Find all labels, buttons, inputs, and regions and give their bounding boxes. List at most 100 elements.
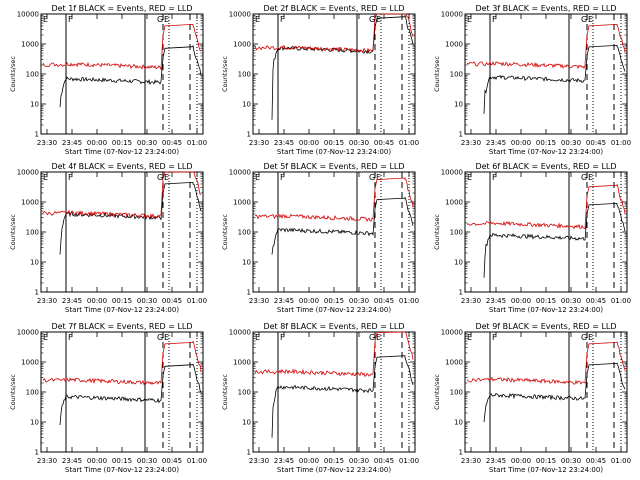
x-tick-label: 23:30: [461, 297, 481, 305]
y-tick-label: 1000: [21, 359, 39, 367]
y-tick-label: 100: [450, 229, 463, 237]
y-axis-label: Counts/sec: [433, 374, 441, 410]
series-events-black: [271, 355, 414, 438]
panel-title: Det 2f BLACK = Events, RED = LLD: [263, 4, 404, 13]
x-axis-label: Start Time (07-Nov-12 23:24:00): [489, 466, 603, 474]
y-tick-label: 10: [242, 101, 251, 109]
panel-2: Det 2f BLACK = Events, RED = LLD 1 10 100 10…: [221, 4, 419, 156]
x-tick-label: 23:45: [486, 139, 506, 147]
panel-title: Det 6f BLACK = Events, RED = LLD: [475, 162, 616, 171]
marker-annotation: E: [467, 15, 472, 24]
x-tick-label: 00:00: [299, 139, 319, 147]
y-tick-label: 100: [450, 389, 463, 397]
x-tick-label: 00:30: [137, 139, 157, 147]
y-tick-label: 1: [459, 289, 463, 297]
plot-frame: [464, 171, 628, 293]
series-lld-red: [42, 23, 202, 71]
marker-annotation: G: [157, 15, 163, 24]
x-tick-label: 01:00: [187, 457, 207, 465]
x-tick-label: 00:45: [162, 457, 182, 465]
y-tick-label: 1: [35, 131, 39, 139]
x-tick-label: 00:15: [324, 457, 344, 465]
marker-annotation: F: [280, 333, 285, 342]
series-events-black: [59, 363, 202, 426]
marker-annotation: G: [581, 333, 587, 342]
y-tick-label: 10000: [17, 169, 39, 177]
y-tick-label: 10000: [441, 11, 463, 19]
marker-annotation: G: [369, 173, 375, 182]
marker-annotation: E: [255, 15, 260, 24]
x-tick-label: 00:15: [112, 457, 132, 465]
x-axis-label: Start Time (07-Nov-12 23:24:00): [489, 306, 603, 314]
plot-frame: [40, 171, 204, 293]
y-tick-label: 1000: [233, 359, 251, 367]
x-tick-label: 00:30: [349, 139, 369, 147]
x-tick-label: 01:00: [187, 297, 207, 305]
x-tick-label: 23:45: [62, 139, 82, 147]
x-tick-label: 23:30: [37, 139, 57, 147]
x-tick-label: 00:30: [137, 457, 157, 465]
series-lld-red: [254, 177, 414, 223]
x-tick-label: 00:45: [374, 139, 394, 147]
series-events-black: [271, 197, 414, 255]
marker-annotation: F: [68, 15, 73, 24]
series-lld-red: [254, 331, 414, 377]
x-tick-label: 00:30: [349, 457, 369, 465]
series-events-black: [483, 202, 626, 278]
panel-title: Det 4f BLACK = Events, RED = LLD: [51, 162, 192, 171]
x-axis-label: Start Time (07-Nov-12 23:24:00): [277, 466, 391, 474]
panel-5: Det 5f BLACK = Events, RED = LLD 1 10 100 10…: [221, 162, 419, 314]
marker-annotation: E: [376, 173, 381, 182]
y-axis-label: Counts/sec: [221, 374, 229, 410]
x-tick-label: 00:15: [324, 139, 344, 147]
panel-3: Det 3f BLACK = Events, RED = LLD 1 10 100 10…: [433, 4, 631, 156]
y-tick-label: 10: [454, 101, 463, 109]
x-tick-label: 00:45: [162, 139, 182, 147]
y-tick-label: 10: [242, 259, 251, 267]
x-axis-label: Start Time (07-Nov-12 23:24:00): [489, 148, 603, 156]
x-tick-label: 00:15: [112, 139, 132, 147]
x-tick-label: 00:15: [112, 297, 132, 305]
series-lld-red: [466, 23, 626, 70]
y-axis-label: Counts/sec: [9, 374, 17, 410]
marker-annotation: E: [43, 173, 48, 182]
x-tick-label: 00:45: [162, 297, 182, 305]
x-tick-label: 23:45: [62, 457, 82, 465]
marker-annotation: F: [68, 333, 73, 342]
marker-annotation: E: [467, 333, 472, 342]
series-lld-red: [42, 171, 202, 219]
marker-annotation: E: [467, 173, 472, 182]
plot-frame: [252, 331, 416, 453]
x-tick-label: 00:15: [536, 297, 556, 305]
x-tick-label: 01:00: [611, 139, 631, 147]
x-axis-label: Start Time (07-Nov-12 23:24:00): [65, 466, 179, 474]
y-tick-label: 10: [30, 259, 39, 267]
y-axis-label: Counts/sec: [433, 214, 441, 250]
marker-annotation: E: [255, 173, 260, 182]
plot-frame: [464, 13, 628, 135]
x-tick-label: 01:00: [611, 297, 631, 305]
y-tick-label: 10: [242, 419, 251, 427]
x-axis-label: Start Time (07-Nov-12 23:24:00): [65, 148, 179, 156]
marker-annotation: F: [280, 15, 285, 24]
x-tick-label: 23:45: [486, 297, 506, 305]
x-tick-label: 00:45: [586, 457, 606, 465]
marker-annotation: E: [588, 15, 593, 24]
x-tick-label: 00:00: [87, 457, 107, 465]
panel-7: Det 7f BLACK = Events, RED = LLD 1 10 100 10…: [9, 322, 207, 474]
marker-annotation: E: [376, 15, 381, 24]
panel-6: Det 6f BLACK = Events, RED = LLD 1 10 100 10…: [433, 162, 631, 314]
series-events-black: [59, 181, 202, 255]
marker-annotation: G: [581, 173, 587, 182]
y-tick-label: 1: [35, 449, 39, 457]
marker-annotation: G: [157, 333, 163, 342]
y-tick-label: 100: [238, 389, 251, 397]
x-tick-label: 01:00: [187, 139, 207, 147]
x-tick-label: 00:00: [511, 297, 531, 305]
y-tick-label: 10000: [441, 329, 463, 337]
x-tick-label: 00:30: [137, 297, 157, 305]
marker-annotation: F: [68, 173, 73, 182]
series-events-black: [483, 363, 626, 423]
x-tick-label: 00:00: [87, 297, 107, 305]
